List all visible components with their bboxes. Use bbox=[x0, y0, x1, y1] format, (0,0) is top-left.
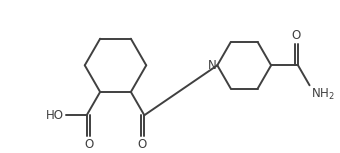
Text: O: O bbox=[291, 29, 301, 42]
Text: N: N bbox=[208, 59, 216, 72]
Text: HO: HO bbox=[46, 109, 64, 122]
Text: O: O bbox=[84, 138, 93, 151]
Text: O: O bbox=[138, 138, 147, 151]
Text: NH$_2$: NH$_2$ bbox=[311, 87, 335, 102]
